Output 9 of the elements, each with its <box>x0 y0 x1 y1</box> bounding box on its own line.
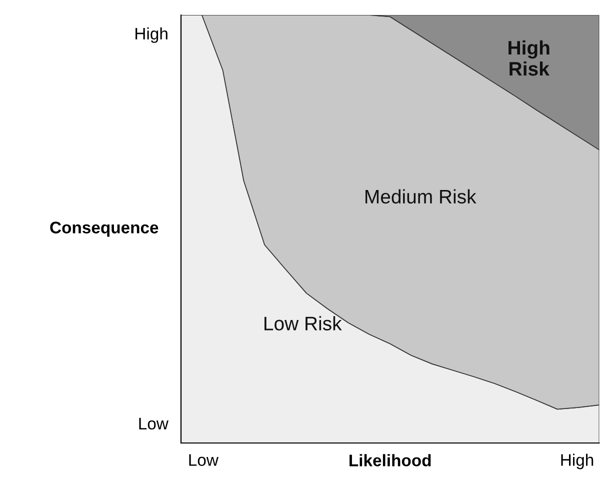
text: Low <box>139 418 168 430</box>
text: Low <box>189 454 218 466</box>
y-axis-title: Consequence <box>50 222 158 237</box>
text: High <box>561 454 594 470</box>
series-label: High Risk <box>508 40 550 76</box>
x-axis-title: Likelihood <box>350 454 431 466</box>
series-label: Medium Risk <box>366 189 476 204</box>
text: High <box>136 27 168 43</box>
series-label: Low Risk <box>264 316 342 330</box>
